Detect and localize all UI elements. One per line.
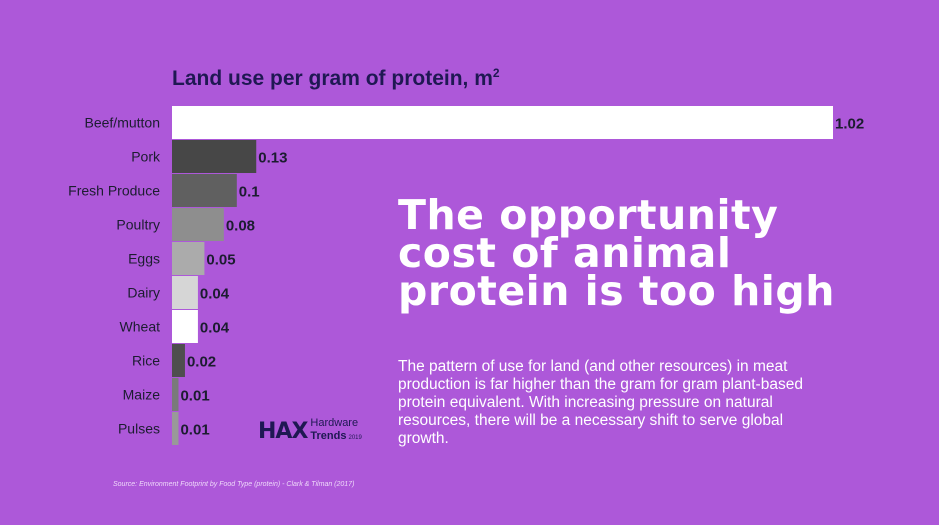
hax-logo: HAX Hardware Trends 2019 [258, 418, 362, 444]
value-label-pulses: 0.01 [180, 422, 209, 439]
logo-line2: Trends [310, 430, 347, 442]
logo-mark: HAX [258, 418, 308, 444]
value-label-fresh-produce: 0.1 [239, 184, 260, 201]
chart-title-superscript: 2 [492, 66, 500, 80]
bar-eggs [172, 242, 205, 275]
category-label-maize: Maize [123, 387, 161, 403]
logo-line1: Hardware [310, 417, 359, 429]
value-label-wheat: 0.04 [200, 320, 230, 337]
bar-pork [172, 140, 257, 173]
category-label-pork: Pork [131, 149, 161, 165]
value-label-maize: 0.01 [180, 388, 209, 405]
value-label-pork: 0.13 [258, 150, 287, 167]
bar-maize [172, 378, 179, 411]
bar-rice [172, 344, 185, 377]
category-label-beef-mutton: Beef/mutton [85, 115, 161, 131]
value-label-dairy: 0.04 [200, 286, 230, 303]
category-label-pulses: Pulses [118, 421, 160, 437]
body-paragraph: The pattern of use for land (and other r… [398, 358, 803, 447]
logo-line2-row: Trends 2019 [310, 429, 361, 444]
chart-title-text: Land use per gram of protein, m [172, 67, 493, 90]
category-label-eggs: Eggs [128, 251, 160, 267]
category-label-poultry: Poultry [116, 217, 160, 233]
category-label-dairy: Dairy [127, 285, 160, 301]
logo-text: Hardware Trends 2019 [310, 418, 361, 444]
headline: The opportunity cost of animal protein i… [398, 191, 835, 315]
value-label-beef-mutton: 1.02 [835, 116, 864, 133]
logo-year: 2019 [348, 435, 362, 441]
chart-title: Land use per gram of protein, m2 [172, 66, 500, 91]
value-label-poultry: 0.08 [226, 218, 255, 235]
value-label-eggs: 0.05 [206, 252, 235, 269]
bar-beef-mutton [172, 106, 833, 139]
category-label-rice: Rice [132, 353, 160, 369]
bar-fresh-produce [172, 174, 237, 207]
bar-pulses [172, 412, 179, 445]
bar-wheat [172, 310, 198, 343]
source-note: Source: Environment Footprint by Food Ty… [113, 481, 355, 488]
value-label-rice: 0.02 [187, 354, 216, 371]
category-label-wheat: Wheat [120, 319, 161, 335]
bar-dairy [172, 276, 198, 309]
category-label-fresh-produce: Fresh Produce [68, 183, 160, 199]
bar-poultry [172, 208, 224, 241]
